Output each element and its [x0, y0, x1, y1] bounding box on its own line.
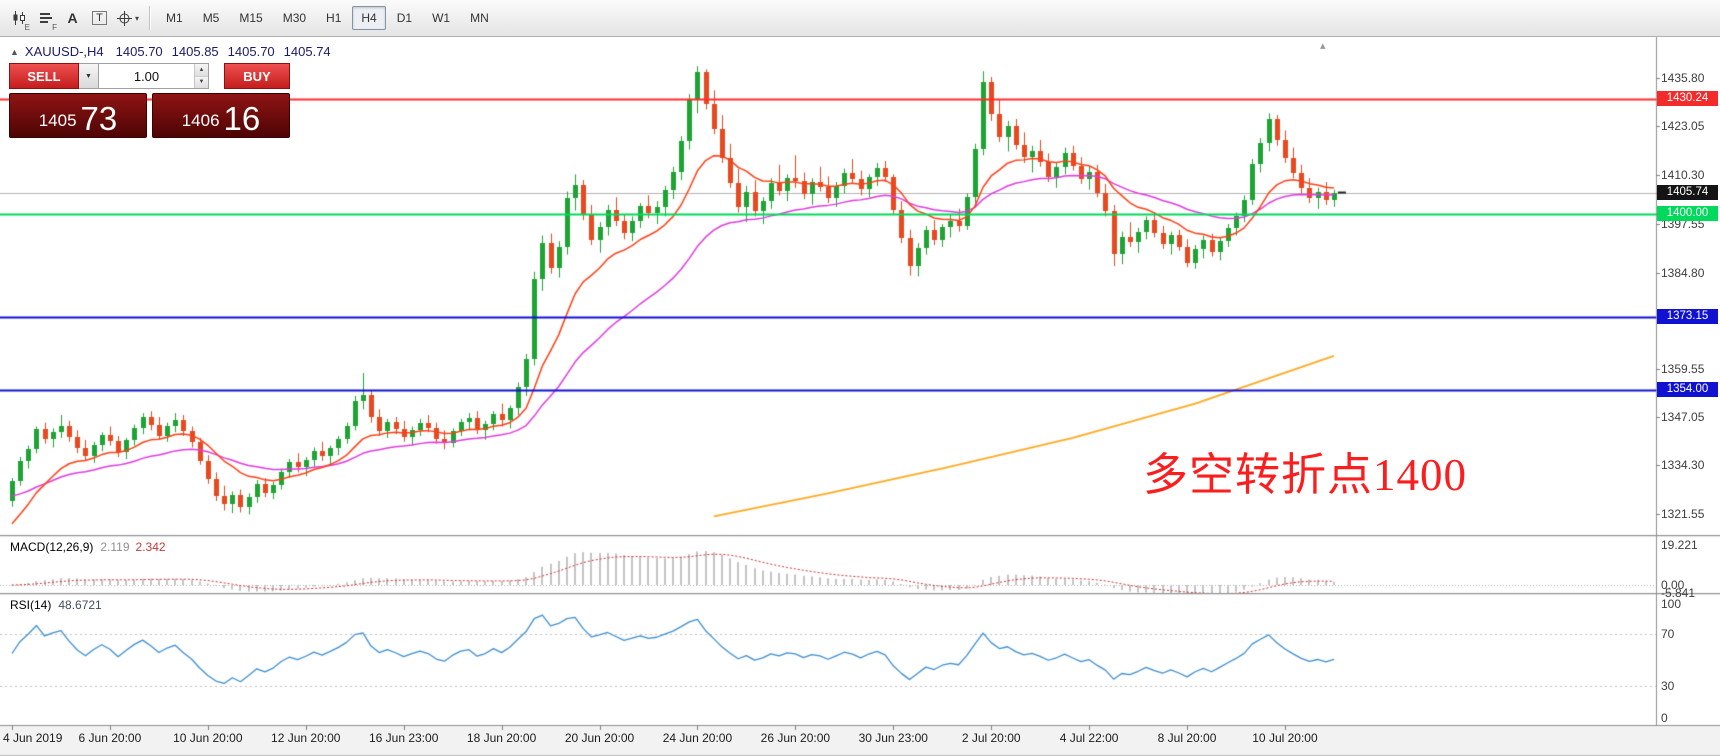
price-axis-label: 1435.80: [1661, 70, 1705, 85]
time-axis-label: 10 Jun 20:00: [173, 731, 243, 745]
buy-price-pips: 16: [223, 99, 261, 137]
crosshair-tool-icon: [117, 10, 132, 26]
textbox-tool-icon: T: [92, 11, 107, 25]
toolbar-icon-group: E F A T ▾: [5, 5, 143, 32]
time-axis-label: 8 Jul 20:00: [1157, 731, 1217, 745]
toolbar-separator: [149, 6, 151, 30]
close-value: 1405.74: [283, 44, 331, 59]
candlestick-chart-button[interactable]: E: [5, 5, 32, 32]
chevron-down-icon: ▾: [135, 13, 140, 23]
time-axis-label: 2 Jul 20:00: [961, 731, 1021, 745]
textbox-tool-button[interactable]: T: [86, 5, 113, 32]
volume-input[interactable]: [99, 64, 194, 88]
price-axis-label: 1384.80: [1661, 265, 1705, 280]
chart-list-icon: [38, 10, 54, 26]
buy-price-display[interactable]: 1406 16: [152, 93, 290, 138]
timeframe-w1[interactable]: W1: [423, 6, 459, 30]
open-value: 1405.70: [115, 44, 163, 59]
chevron-down-icon: ▼: [85, 72, 92, 80]
macd-scale-label: 19.221: [1661, 538, 1698, 552]
time-axis-label: 26 Jun 20:00: [760, 731, 831, 745]
timeframe-toolbar: M1 M5 M15 M30 H1 H4 D1 W1 MN: [156, 6, 499, 30]
volume-increment-button[interactable]: ▲: [195, 64, 208, 77]
price-axis-label: 1347.05: [1661, 409, 1705, 424]
time-axis-label: 12 Jun 20:00: [271, 731, 341, 745]
high-value: 1405.85: [171, 44, 219, 59]
timeframe-m1[interactable]: M1: [157, 6, 192, 30]
price-axis-label: 1423.05: [1661, 119, 1705, 134]
crosshair-tool-button[interactable]: ▾: [113, 5, 143, 32]
candlestick-chart-icon: [11, 10, 27, 26]
timeframe-mn[interactable]: MN: [461, 6, 498, 30]
macd-scale-label: -5.841: [1661, 586, 1696, 600]
sell-price-main: 1405: [38, 111, 77, 131]
chart-annotation-text[interactable]: 多空转折点1400: [1143, 450, 1468, 500]
time-axis-label: 24 Jun 20:00: [662, 731, 733, 745]
price-axis-label: 1334.30: [1661, 458, 1705, 473]
sell-price-pips: 73: [80, 99, 118, 137]
time-axis-label: 4 Jun 2019: [3, 731, 63, 745]
timeframe-d1[interactable]: D1: [388, 6, 421, 30]
symbol-period-label: XAUUSD-,H4: [24, 44, 104, 59]
time-axis-label: 10 Jul 20:00: [1252, 731, 1318, 745]
price-badge: 1405.74: [1657, 184, 1718, 200]
rsi-name: RSI(14): [10, 598, 52, 612]
text-annotation-icon: A: [67, 10, 78, 26]
price-axis-label: 1359.55: [1661, 362, 1705, 376]
rsi-label: RSI(14) 48.6721: [10, 598, 102, 612]
price-axis-label: 1410.30: [1661, 168, 1705, 183]
timeframe-m5[interactable]: M5: [194, 6, 229, 30]
price-badge: 1373.15: [1657, 309, 1718, 325]
chart-list-button[interactable]: F: [32, 5, 59, 32]
text-annotation-button[interactable]: A: [59, 5, 86, 32]
toolbar: E F A T ▾ M1 M5 M15 M30 H1 H4 D1 W1 MN: [0, 0, 1720, 37]
one-click-prices: 1405 73 1406 16: [9, 93, 290, 138]
time-axis-label: 4 Jul 22:00: [1059, 731, 1119, 745]
low-value: 1405.70: [227, 44, 275, 59]
one-click-controls: SELL ▼ ▲ ▼ BUY: [9, 63, 290, 89]
candlestick-chart-icon-badge: E: [24, 22, 30, 32]
time-axis-label: 18 Jun 20:00: [466, 731, 537, 745]
panel-collapse-icon[interactable]: ▲: [10, 46, 19, 57]
macd-name: MACD(12,26,9): [10, 540, 94, 554]
buy-price-main: 1406: [181, 111, 220, 131]
rsi-value: 48.6721: [58, 598, 102, 612]
time-axis-label: 16 Jun 23:00: [368, 731, 439, 745]
price-badge: 1354.00: [1657, 382, 1718, 398]
sell-price-display[interactable]: 1405 73: [9, 93, 147, 138]
spinner-down-icon: ▼: [198, 79, 205, 86]
time-axis-label: 30 Jun 23:00: [858, 731, 928, 745]
chart-list-icon-badge: F: [52, 22, 57, 32]
sell-button[interactable]: SELL: [9, 63, 79, 89]
scroll-position-icon[interactable]: ▴: [1320, 40, 1326, 52]
time-axis-label: 20 Jun 20:00: [564, 731, 635, 745]
volume-dropdown-button[interactable]: ▼: [79, 63, 99, 89]
rsi-scale-label: 0: [1661, 711, 1668, 725]
rsi-scale-label: 70: [1661, 627, 1675, 641]
one-click-trading-panel: SELL ▼ ▲ ▼ BUY 1405 73 1406 16: [9, 63, 290, 138]
price-axis-label: 1321.55: [1661, 507, 1705, 522]
volume-decrement-button[interactable]: ▼: [195, 76, 208, 88]
macd-main-value: 2.119: [100, 540, 130, 554]
time-axis-label: 6 Jun 20:00: [78, 731, 142, 745]
buy-button[interactable]: BUY: [224, 63, 290, 89]
timeframe-h4[interactable]: H4: [352, 6, 386, 30]
macd-signal-value: 2.342: [135, 540, 166, 554]
volume-control: ▲ ▼: [99, 63, 209, 89]
timeframe-h1[interactable]: H1: [317, 6, 350, 30]
macd-scale-label: 0.00: [1661, 578, 1685, 592]
timeframe-m30[interactable]: M30: [274, 6, 315, 30]
macd-label: MACD(12,26,9) 2.119 2.342: [10, 540, 166, 554]
price-badge: 1430.24: [1657, 90, 1718, 106]
volume-spinner: ▲ ▼: [194, 64, 208, 88]
rsi-scale-label: 30: [1661, 679, 1675, 693]
timeframe-m15[interactable]: M15: [230, 6, 271, 30]
price-badge: 1400.00: [1657, 206, 1718, 222]
spinner-up-icon: ▲: [198, 66, 205, 73]
rsi-scale-label: 100: [1661, 597, 1682, 611]
ohlc-info: ▲ XAUUSD-,H4 1405.70 1405.85 1405.70 140…: [10, 44, 340, 59]
